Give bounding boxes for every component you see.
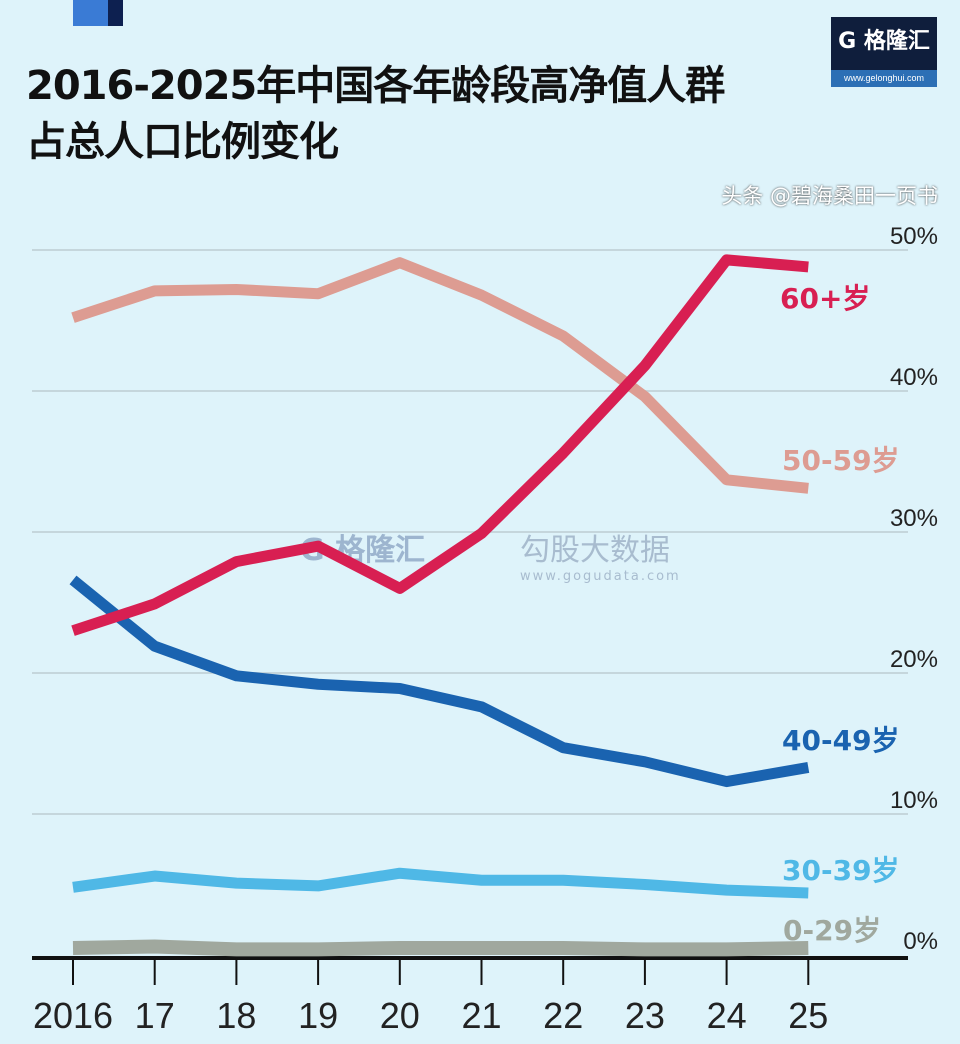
x-tick-label: 17 — [135, 995, 175, 1036]
series-label: 50-59岁 — [782, 444, 900, 477]
x-tick-label: 25 — [788, 995, 828, 1036]
series-line-60+岁 — [71, 254, 809, 636]
x-tick-label: 22 — [543, 995, 583, 1036]
series-label: 60+岁 — [780, 282, 870, 315]
logo-url: www.gelonghui.com — [831, 70, 937, 87]
y-tick-label: 40% — [890, 364, 938, 391]
series-label: 30-39岁 — [782, 854, 900, 887]
x-tick-label: 23 — [625, 995, 665, 1036]
watermark-url: www.gogudata.com — [520, 569, 681, 584]
logo-name: G 格隆汇 — [838, 29, 930, 54]
y-tick-label: 10% — [890, 787, 938, 814]
y-tick-label: 50% — [890, 223, 938, 250]
x-tick-label: 2016 — [33, 995, 113, 1036]
series-label: 0-29岁 — [783, 914, 881, 947]
title-line-2: 占总人口比例变化 — [26, 119, 339, 165]
x-tick-label: 21 — [461, 995, 501, 1036]
decorative-bar — [73, 0, 123, 26]
series-line-50-59岁 — [71, 257, 809, 494]
series-line-40-49岁 — [69, 575, 810, 788]
series-line-30-39岁 — [72, 867, 809, 899]
credit-text: 头条 @碧海桑田一页书 — [721, 184, 938, 208]
watermark-right: 勾股大数据 www.gogudata.com — [520, 525, 681, 584]
y-tick-label: 20% — [890, 646, 938, 673]
title-line-1: 2016-2025年中国各年龄段高净值人群 — [26, 63, 725, 109]
x-tick-label: 19 — [298, 995, 338, 1036]
x-tick-label: 18 — [216, 995, 256, 1036]
y-tick-label: 0% — [903, 928, 938, 955]
series-label: 40-49岁 — [782, 724, 900, 757]
y-tick-label: 30% — [890, 505, 938, 532]
watermark-right-text: 勾股大数据 — [520, 533, 670, 568]
x-tick-label: 20 — [380, 995, 420, 1036]
x-tick-label: 24 — [707, 995, 747, 1036]
chart-title: 2016-2025年中国各年龄段高净值人群 占总人口比例变化 — [26, 58, 725, 170]
gelonghui-logo: G 格隆汇 www.gelonghui.com — [831, 17, 937, 87]
series-line-0-29岁 — [72, 939, 809, 957]
